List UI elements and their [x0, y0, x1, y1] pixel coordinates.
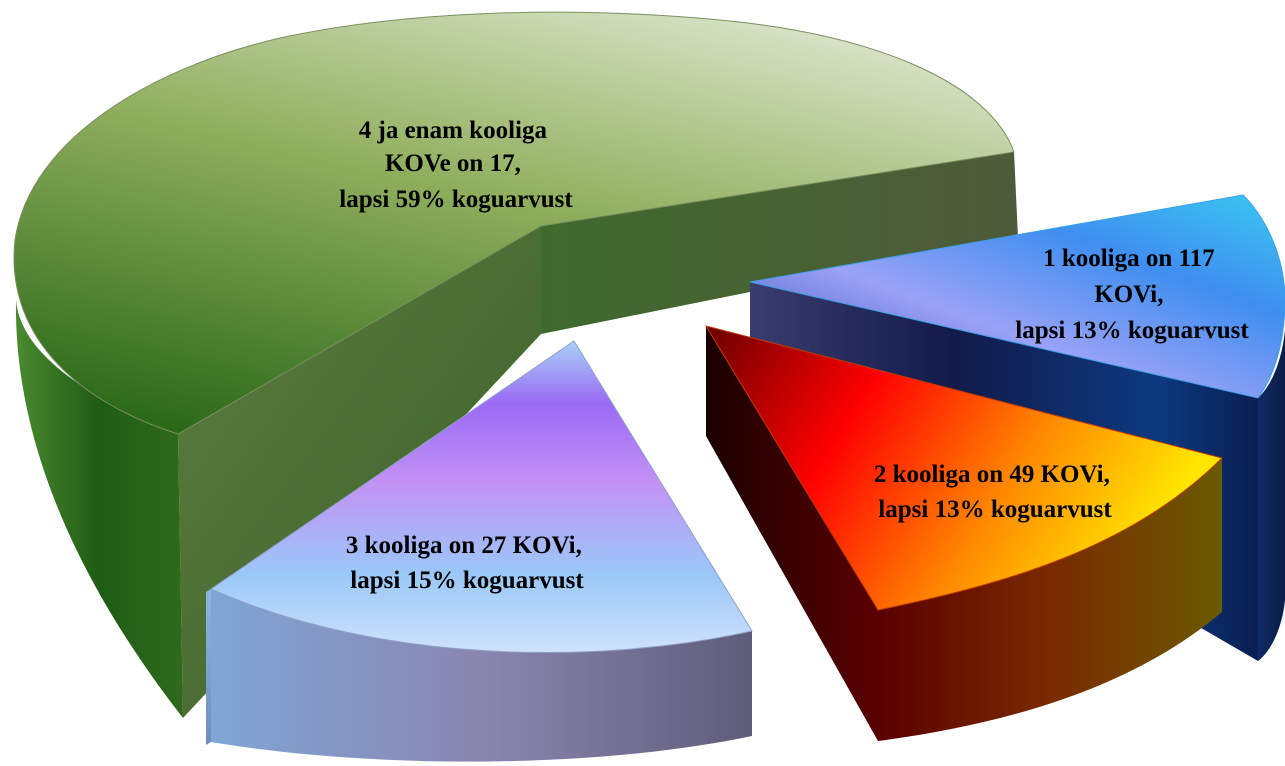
slice-3-schools-edge — [206, 589, 211, 745]
slice-1-school-side — [1258, 330, 1285, 661]
label-line: 3 kooliga on 27 KOVi, — [346, 532, 582, 559]
data-label-4-plus-schools: 4 ja enam kooliga KOVe on 17, lapsi 59% … — [339, 117, 573, 213]
slice-4-plus-schools-wall — [541, 152, 1018, 334]
slice-2-schools-side — [878, 458, 1222, 741]
slice-1-school-top — [749, 194, 1285, 399]
label-line: 4 ja enam kooliga — [359, 117, 548, 144]
label-line: 1 kooliga on 117 — [1043, 245, 1215, 272]
label-line: lapsi 13% koguarvust — [878, 496, 1112, 523]
slice-4-plus-schools-top — [13, 11, 1015, 435]
data-label-1-school: 1 kooliga on 117 KOVi, lapsi 13% koguarv… — [1015, 245, 1249, 344]
label-line: KOVi, — [1094, 281, 1163, 308]
label-line: 2 kooliga on 49 KOVi, — [874, 461, 1110, 488]
slice-2-schools-wall — [706, 326, 878, 741]
slice-2-schools-top — [704, 325, 1223, 611]
slice-3-schools-top — [209, 340, 753, 653]
data-label-3-schools: 3 kooliga on 27 KOVi, lapsi 15% koguarvu… — [346, 532, 588, 594]
slice-4-plus-schools-side — [15, 300, 183, 718]
label-line: lapsi 13% koguarvust — [1015, 317, 1249, 344]
label-line: lapsi 59% koguarvust — [339, 186, 573, 213]
label-line: KOVe on 17, — [385, 150, 521, 177]
slice-3-schools — [206, 340, 753, 762]
label-line: lapsi 15% koguarvust — [350, 567, 584, 594]
data-label-2-schools: 2 kooliga on 49 KOVi, lapsi 13% koguarvu… — [874, 461, 1116, 523]
slice-2-schools — [704, 325, 1223, 741]
slice-3-schools-side — [211, 589, 752, 762]
